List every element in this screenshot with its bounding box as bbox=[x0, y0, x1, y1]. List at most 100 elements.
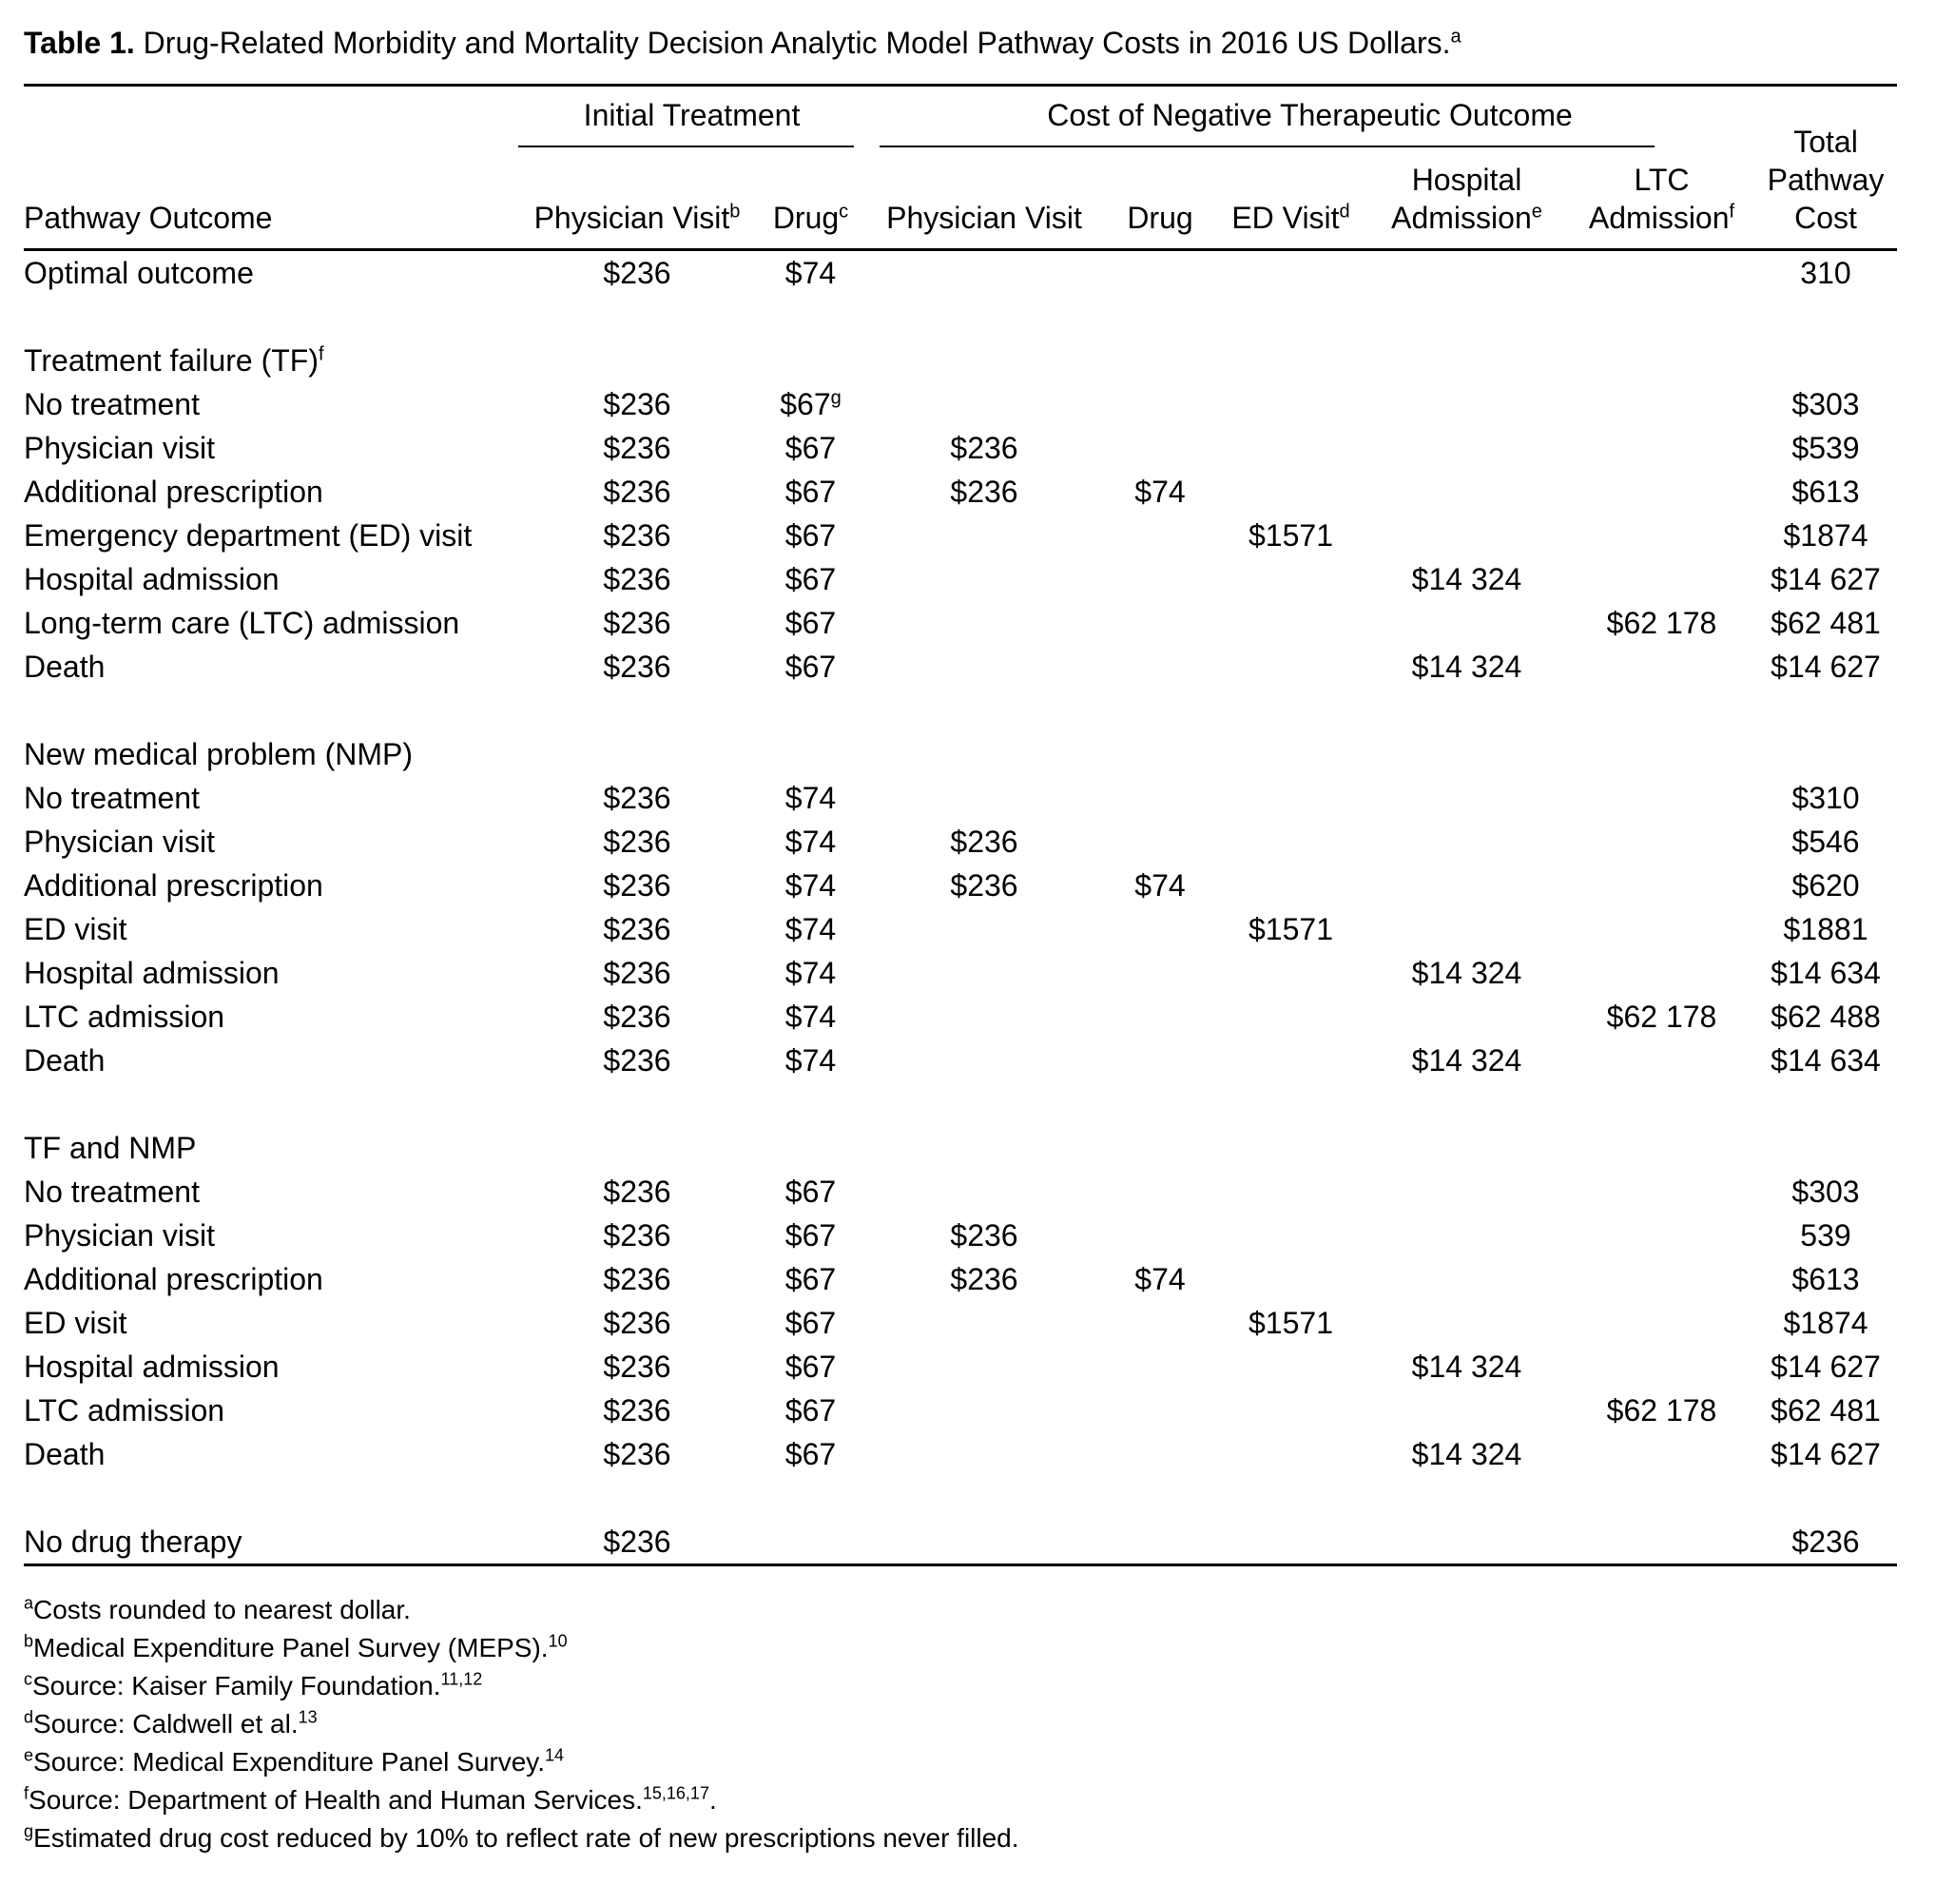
cell bbox=[1569, 951, 1754, 995]
cell: $236 bbox=[603, 912, 671, 946]
cell: $74 bbox=[784, 825, 837, 859]
cell bbox=[1217, 426, 1365, 470]
cell bbox=[1103, 1214, 1217, 1257]
spacer-cell bbox=[24, 1082, 1897, 1126]
cell bbox=[1103, 248, 1217, 295]
cell: $1571 bbox=[1248, 912, 1333, 946]
row-label: Death bbox=[24, 650, 106, 684]
cell bbox=[1365, 1520, 1569, 1565]
cell bbox=[756, 1520, 865, 1565]
cell bbox=[1365, 1389, 1569, 1432]
cell bbox=[1569, 645, 1754, 689]
cell bbox=[1569, 907, 1754, 951]
row-label: ED visit bbox=[24, 912, 127, 946]
row-label: Hospital admission bbox=[24, 1350, 280, 1384]
row-label: LTC admission bbox=[24, 1393, 225, 1428]
cell: $236 bbox=[950, 431, 1018, 465]
section-label: New medical problem (NMP) bbox=[24, 737, 413, 771]
cell: $613 bbox=[1791, 475, 1860, 509]
cell bbox=[1103, 1301, 1217, 1345]
header-columns-row: Pathway Outcome Physician Visitb Drugc Phys… bbox=[24, 147, 1897, 250]
cell: $236 bbox=[950, 825, 1018, 859]
column-header: Drugc bbox=[772, 201, 849, 235]
cell bbox=[1569, 776, 1754, 820]
footnote: cSource: Kaiser Family Foundation.11,12 bbox=[24, 1669, 483, 1700]
cell: $236 bbox=[603, 956, 671, 990]
cell: $62 488 bbox=[1771, 1000, 1881, 1034]
footnote-marker: b bbox=[729, 201, 741, 223]
table-row: Death $236 $74 $14 324 $14 634 bbox=[24, 1039, 1897, 1082]
cell bbox=[1365, 907, 1569, 951]
cell: $67 bbox=[784, 1175, 837, 1209]
cell: $546 bbox=[1791, 825, 1860, 859]
cell bbox=[1103, 907, 1217, 951]
cell bbox=[865, 557, 1103, 601]
cell bbox=[1217, 557, 1365, 601]
cell: $236 bbox=[603, 518, 671, 553]
cell bbox=[1217, 382, 1365, 426]
cell: $67 bbox=[784, 1393, 837, 1428]
cell bbox=[1217, 951, 1365, 995]
cell: $236 bbox=[603, 868, 671, 903]
cell: $236 bbox=[950, 868, 1018, 903]
cell bbox=[1217, 248, 1365, 295]
footnote-marker: b bbox=[24, 1631, 34, 1651]
cell: $62 481 bbox=[1771, 1393, 1881, 1428]
cell: $236 bbox=[603, 562, 671, 596]
table-row: Physician visit $236 $74 $236 $546 bbox=[24, 820, 1897, 864]
cell bbox=[1365, 820, 1569, 864]
cell: $67 bbox=[784, 1437, 837, 1471]
cell bbox=[1569, 514, 1754, 557]
row-label: Additional prescription bbox=[24, 1262, 323, 1296]
footnote-marker: c bbox=[24, 1669, 32, 1689]
cell: $236 bbox=[950, 1262, 1018, 1296]
cell bbox=[1217, 1432, 1365, 1476]
cell bbox=[1365, 864, 1569, 907]
cell: $14 627 bbox=[1771, 1437, 1881, 1471]
cell bbox=[1103, 426, 1217, 470]
cell: $14 634 bbox=[1771, 1043, 1881, 1078]
table-row: No treatment $236 $74 $310 bbox=[24, 776, 1897, 820]
cell bbox=[865, 1345, 1103, 1389]
cell bbox=[1217, 1345, 1365, 1389]
footnotes: aCosts rounded to nearest dollar. bMedica… bbox=[24, 1591, 1931, 1857]
cell: $74 bbox=[784, 1000, 837, 1034]
row-label: No treatment bbox=[24, 1175, 200, 1209]
cell bbox=[1569, 820, 1754, 864]
header-spanner-row: Initial Treatment Cost of Negative Therap… bbox=[24, 86, 1897, 235]
column-header: Physician Visit bbox=[886, 201, 1082, 235]
spacer-row bbox=[24, 1476, 1897, 1520]
cell bbox=[1365, 514, 1569, 557]
cell bbox=[1103, 645, 1217, 689]
table-row: Additional prescription $236 $67 $236 $74 $61… bbox=[24, 1257, 1897, 1301]
cell: $236 bbox=[603, 1306, 671, 1340]
cell: $236 bbox=[1791, 1525, 1860, 1559]
cell bbox=[1365, 776, 1569, 820]
cell: $62 178 bbox=[1606, 1393, 1717, 1428]
column-header: Physician Visitb bbox=[533, 201, 741, 235]
cell: $67 bbox=[784, 650, 837, 684]
cell bbox=[1569, 1039, 1754, 1082]
cell bbox=[1217, 1257, 1365, 1301]
cell: $67 bbox=[784, 562, 837, 596]
cell: $236 bbox=[603, 1437, 671, 1471]
cell bbox=[1217, 1039, 1365, 1082]
cell: $1571 bbox=[1248, 1306, 1333, 1340]
cell: $62 178 bbox=[1606, 1000, 1717, 1034]
spacer-cell bbox=[24, 1476, 1897, 1520]
spacer-row bbox=[24, 689, 1897, 732]
cell: $67 bbox=[784, 1218, 837, 1253]
cell: $236 bbox=[603, 606, 671, 640]
cell bbox=[1103, 995, 1217, 1039]
table-row: No treatment $236 $67 $303 bbox=[24, 1170, 1897, 1214]
cell bbox=[1569, 470, 1754, 514]
table-row: Hospital admission $236 $67 $14 324 $14 627 bbox=[24, 1345, 1897, 1389]
cell: $67 bbox=[784, 518, 837, 553]
cell bbox=[865, 1170, 1103, 1214]
cell bbox=[865, 1520, 1103, 1565]
cell bbox=[1365, 426, 1569, 470]
cell: $236 bbox=[603, 387, 671, 421]
cell bbox=[1217, 864, 1365, 907]
cell: $236 bbox=[603, 1175, 671, 1209]
footnote-marker: g bbox=[830, 387, 842, 409]
